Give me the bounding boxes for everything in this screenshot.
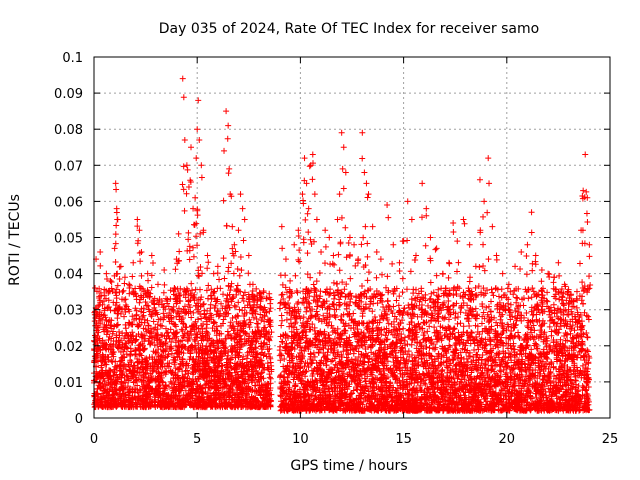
data-point — [222, 335, 229, 342]
data-point — [192, 286, 199, 293]
data-point — [103, 392, 110, 399]
data-point — [446, 342, 453, 349]
data-point — [218, 330, 225, 337]
data-point — [109, 359, 116, 366]
data-point — [266, 345, 273, 352]
data-point — [136, 346, 142, 353]
data-point — [204, 295, 211, 302]
data-point — [127, 351, 134, 358]
data-point — [234, 349, 241, 356]
data-point — [128, 359, 135, 366]
data-point — [157, 322, 164, 329]
data-point — [134, 382, 141, 389]
data-point — [96, 379, 103, 386]
data-point — [120, 287, 127, 294]
data-point — [277, 351, 284, 358]
data-point — [220, 291, 227, 298]
data-points — [91, 75, 594, 414]
data-point — [263, 341, 270, 348]
data-point — [224, 355, 231, 362]
data-point — [408, 341, 415, 348]
data-point — [277, 357, 284, 364]
data-point — [239, 295, 246, 302]
data-point — [121, 313, 128, 320]
data-point — [220, 339, 227, 346]
data-point — [113, 338, 120, 345]
data-point — [236, 306, 243, 313]
data-point — [160, 289, 167, 296]
data-point — [268, 329, 275, 336]
data-point — [167, 326, 174, 333]
data-point — [219, 362, 226, 369]
data-point — [165, 351, 172, 358]
data-point — [176, 354, 183, 361]
data-point — [203, 287, 210, 294]
data-point — [215, 344, 222, 351]
data-point — [120, 348, 127, 355]
data-point — [195, 340, 202, 347]
data-point — [267, 300, 274, 307]
data-point — [156, 357, 163, 364]
data-point — [179, 368, 186, 375]
data-point — [584, 334, 591, 341]
data-point — [264, 360, 271, 367]
data-point — [258, 375, 265, 382]
data-point — [168, 380, 175, 387]
data-point — [260, 352, 267, 359]
data-point — [135, 364, 142, 371]
data-point — [150, 318, 157, 325]
data-point — [255, 371, 262, 378]
data-point — [184, 367, 191, 374]
data-point — [198, 315, 205, 322]
data-point — [583, 329, 590, 336]
data-point — [227, 356, 234, 363]
data-point — [181, 303, 188, 310]
data-point — [224, 328, 231, 335]
data-point — [240, 353, 247, 360]
data-point — [100, 352, 107, 359]
data-point — [182, 371, 189, 378]
data-point — [136, 299, 143, 306]
data-point — [216, 337, 223, 344]
data-point — [238, 335, 245, 342]
data-point — [266, 374, 273, 381]
data-point — [149, 368, 156, 375]
data-point — [110, 391, 117, 398]
